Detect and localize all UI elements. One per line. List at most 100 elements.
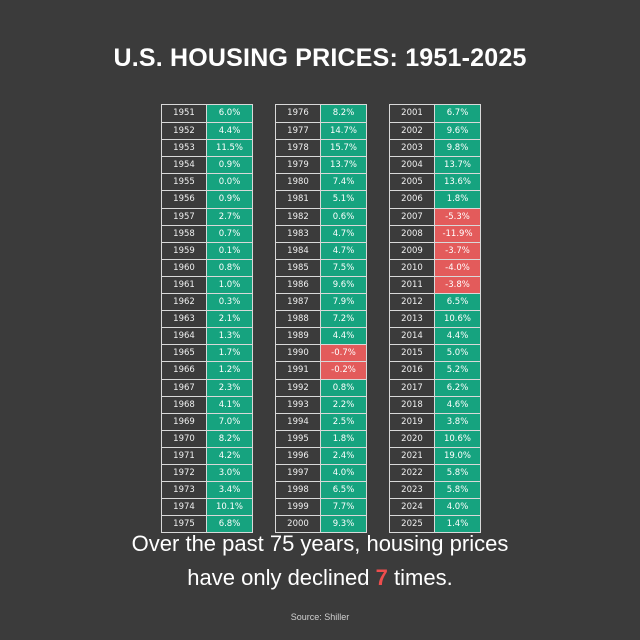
table-row: 2003 9.8% [390, 139, 480, 157]
table-row: 1987 7.9% [276, 293, 366, 311]
table-row: 2005 13.6% [390, 173, 480, 191]
year-cell: 1963 [162, 311, 207, 328]
table-row: 2025 1.4% [390, 515, 480, 533]
change-cell-positive: 2.5% [321, 413, 366, 430]
change-cell-positive: 8.2% [207, 430, 252, 447]
table-row: 1971 4.2% [162, 446, 252, 464]
table-row: 2020 10.6% [390, 429, 480, 447]
change-cell-positive: 9.6% [435, 123, 480, 140]
change-cell-negative: -3.8% [435, 276, 480, 294]
table-row: 1958 0.7% [162, 224, 252, 242]
table-row: 1996 2.4% [276, 446, 366, 464]
year-cell: 1998 [276, 482, 321, 499]
year-cell: 1966 [162, 362, 207, 379]
change-cell-positive: 9.8% [435, 140, 480, 157]
table-row: 2006 1.8% [390, 190, 480, 208]
change-cell-positive: 4.2% [207, 447, 252, 464]
table-row: 1955 0.0% [162, 173, 252, 191]
year-cell: 1987 [276, 294, 321, 311]
table-row: 1983 4.7% [276, 224, 366, 242]
change-cell-positive: 3.0% [207, 464, 252, 482]
change-cell-positive: 4.7% [321, 225, 366, 242]
change-cell-positive: 0.8% [321, 379, 366, 396]
year-cell: 1974 [162, 499, 207, 516]
year-cell: 1980 [276, 174, 321, 191]
year-cell: 1997 [276, 464, 321, 482]
change-cell-positive: 1.7% [207, 345, 252, 362]
change-cell-positive: 0.9% [207, 157, 252, 174]
table-row: 2004 13.7% [390, 156, 480, 174]
change-cell-positive: 4.1% [207, 396, 252, 413]
year-cell: 2019 [390, 413, 435, 430]
year-cell: 2017 [390, 379, 435, 396]
table-row: 1990 -0.7% [276, 344, 366, 362]
year-cell: 2002 [390, 123, 435, 140]
table-row: 1957 2.7% [162, 207, 252, 225]
table-row: 1984 4.7% [276, 241, 366, 259]
change-cell-positive: 6.5% [321, 482, 366, 499]
year-cell: 1975 [162, 516, 207, 533]
table-row: 1963 2.1% [162, 310, 252, 328]
year-cell: 1981 [276, 191, 321, 208]
table-row: 1975 6.8% [162, 515, 252, 533]
change-cell-positive: 5.8% [435, 464, 480, 482]
change-cell-positive: 5.8% [435, 482, 480, 499]
change-cell-positive: 13.7% [321, 157, 366, 174]
table-row: 1954 0.9% [162, 156, 252, 174]
change-cell-positive: 0.8% [207, 259, 252, 276]
change-cell-positive: 1.2% [207, 362, 252, 379]
year-cell: 1973 [162, 482, 207, 499]
change-cell-positive: 9.3% [321, 516, 366, 533]
table-row: 1961 1.0% [162, 275, 252, 294]
year-cell: 2015 [390, 345, 435, 362]
table-row: 1993 2.2% [276, 395, 366, 413]
table-row: 1974 10.1% [162, 498, 252, 516]
table-row: 1966 1.2% [162, 361, 252, 379]
change-cell-negative: -3.7% [435, 242, 480, 259]
change-cell-positive: 0.3% [207, 294, 252, 311]
year-cell: 2021 [390, 447, 435, 464]
table-row: 1952 4.4% [162, 122, 252, 140]
year-cell: 1951 [162, 105, 207, 123]
change-cell-positive: 10.1% [207, 499, 252, 516]
year-cell: 2007 [390, 208, 435, 225]
change-cell-positive: 6.7% [435, 105, 480, 123]
change-cell-positive: 2.7% [207, 208, 252, 225]
table-row: 2022 5.8% [390, 463, 480, 482]
table-row: 1980 7.4% [276, 173, 366, 191]
change-cell-positive: 1.0% [207, 276, 252, 294]
year-cell: 2011 [390, 276, 435, 294]
table-row: 1995 1.8% [276, 429, 366, 447]
year-cell: 1964 [162, 328, 207, 345]
year-cell: 1992 [276, 379, 321, 396]
change-cell-positive: 7.9% [321, 294, 366, 311]
change-cell-positive: 0.9% [207, 191, 252, 208]
table-row: 2021 19.0% [390, 446, 480, 464]
year-cell: 2014 [390, 328, 435, 345]
year-cell: 2018 [390, 396, 435, 413]
year-cell: 1977 [276, 123, 321, 140]
table-row: 1989 4.4% [276, 327, 366, 345]
change-cell-positive: 7.2% [321, 311, 366, 328]
change-cell-positive: 6.0% [207, 105, 252, 123]
change-cell-positive: 13.7% [435, 157, 480, 174]
year-cell: 2016 [390, 362, 435, 379]
year-cell: 1968 [162, 396, 207, 413]
change-cell-positive: 8.2% [321, 105, 366, 123]
table-row: 2002 9.6% [390, 122, 480, 140]
year-cell: 1952 [162, 123, 207, 140]
table-row: 1982 0.6% [276, 207, 366, 225]
table-row: 1972 3.0% [162, 463, 252, 482]
year-cell: 1984 [276, 242, 321, 259]
table-row: 2018 4.6% [390, 395, 480, 413]
year-cell: 1969 [162, 413, 207, 430]
chart-title: U.S. HOUSING PRICES: 1951-2025 [113, 44, 527, 72]
table-row: 1997 4.0% [276, 463, 366, 482]
source-note: Source: Shiller [290, 612, 350, 622]
year-cell: 1954 [162, 157, 207, 174]
table-row: 2012 6.5% [390, 293, 480, 311]
table-row: 2015 5.0% [390, 344, 480, 362]
year-cell: 1985 [276, 259, 321, 276]
table-row: 2024 4.0% [390, 498, 480, 516]
change-cell-positive: 1.4% [435, 516, 480, 533]
